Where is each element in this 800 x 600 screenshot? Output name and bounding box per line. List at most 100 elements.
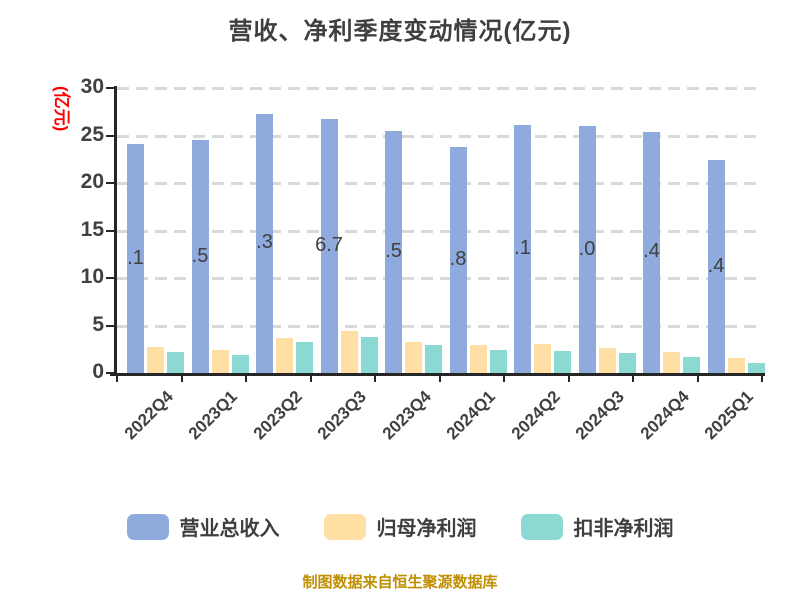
y-tick-label-0: 0: [92, 360, 104, 383]
bar-value-label-2023Q2: .3: [256, 231, 273, 254]
x-category-label-2024Q1: 2024Q1: [442, 387, 500, 444]
bar-group-2022Q4: .1: [117, 88, 184, 373]
bar-营业总收入-2023Q4: [385, 130, 402, 373]
legend-swatch-icon: [126, 513, 169, 540]
gridline-y-10: [117, 277, 762, 280]
y-axis: [114, 86, 117, 376]
bar-group-2025Q1: .4: [698, 88, 765, 373]
y-tick-label-5: 5: [92, 312, 104, 336]
bar-归母净利润-2023Q3: [340, 331, 358, 373]
y-tick-label-15: 15: [80, 217, 104, 241]
bar-value-label-2022Q4: .1: [127, 246, 144, 269]
bar-营业总收入-2023Q1: [191, 140, 209, 373]
y-axis-tick-10: [106, 277, 114, 279]
x-axis-tick-6: [503, 376, 505, 382]
x-axis-tick-3: [309, 376, 312, 382]
bar-归母净利润-2024Q3: [598, 348, 616, 373]
bar-group-2024Q1: .8: [440, 88, 507, 373]
bar-营业总收入-2024Q2: [514, 125, 531, 373]
bar-扣非净利润-2023Q1: [231, 354, 249, 373]
x-category-label-2022Q4: 2022Q4: [120, 387, 177, 444]
y-axis-tick-5: [106, 324, 114, 327]
gridline-y-20: [117, 182, 762, 185]
legend-item-营业总收入: 营业总收入: [126, 512, 280, 541]
y-tick-label-30: 30: [80, 75, 104, 98]
y-tick-label-20: 20: [80, 170, 104, 193]
bar-value-label-2023Q1: .5: [191, 244, 209, 267]
bar-group-2023Q1: .5: [182, 88, 249, 373]
legend-swatch-icon: [520, 513, 563, 540]
chart-title: 营收、净利季度变动情况(亿元): [228, 18, 572, 45]
bar-归母净利润-2024Q2: [534, 343, 551, 373]
x-axis: [110, 373, 765, 376]
gridline-y-25: [117, 134, 762, 138]
bar-扣非净利润-2022Q4: [167, 352, 184, 373]
bar-value-label-2025Q1: .4: [707, 254, 725, 277]
bar-扣非净利润-2023Q4: [425, 345, 442, 373]
y-axis-tick-25: [106, 134, 114, 137]
bar-营业总收入-2024Q3: [578, 126, 596, 373]
legend-label: 扣非净利润: [573, 518, 674, 540]
legend-item-扣非净利润: 扣非净利润: [520, 512, 674, 541]
bar-group-2023Q3: 6.7: [311, 88, 378, 373]
bar-营业总收入-2023Q2: [256, 113, 273, 373]
data-source-note: 制图数据来自恒生聚源数据库: [302, 574, 498, 591]
y-axis-tick-0: [106, 372, 114, 374]
bar-value-label-2024Q1: .8: [449, 247, 467, 270]
bar-营业总收入-2024Q1: [449, 146, 467, 373]
bar-扣非净利润-2025Q1: [747, 362, 765, 373]
y-axis-tick-15: [106, 229, 114, 232]
x-category-label-2023Q1: 2023Q1: [184, 387, 242, 444]
bar-group-2024Q2: .1: [504, 88, 571, 373]
bar-归母净利润-2024Q4: [663, 352, 680, 373]
y-tick-label-25: 25: [80, 122, 104, 146]
bar-value-label-2024Q2: .1: [514, 237, 531, 260]
bar-value-label-2023Q3: 6.7: [315, 234, 343, 257]
bar-value-label-2024Q3: .0: [578, 237, 596, 260]
x-axis-tick-0: [116, 376, 118, 382]
x-axis-tick-4: [374, 376, 376, 382]
bar-归母净利润-2023Q1: [211, 350, 229, 373]
bar-营业总收入-2025Q1: [707, 160, 725, 373]
legend-swatch-icon: [323, 513, 366, 540]
bar-扣非净利润-2024Q2: [554, 351, 571, 373]
x-axis-tick-7: [567, 376, 570, 382]
x-axis-tick-end: [761, 376, 763, 382]
bar-value-label-2024Q4: .4: [643, 240, 660, 263]
bar-group-2024Q4: .4: [633, 88, 700, 373]
x-axis-tick-8: [632, 376, 634, 382]
x-axis-tick-2: [245, 376, 247, 382]
bar-归母净利润-2024Q1: [469, 345, 487, 373]
x-axis-tick-5: [438, 376, 441, 382]
bar-扣非净利润-2024Q1: [489, 350, 507, 373]
bar-扣非净利润-2023Q3: [360, 336, 378, 373]
x-category-label-2023Q3: 2023Q3: [313, 387, 371, 444]
bar-归母净利润-2022Q4: [147, 347, 164, 373]
x-category-label-2024Q4: 2024Q4: [636, 387, 693, 444]
x-axis-tick-1: [180, 376, 183, 382]
bar-归母净利润-2025Q1: [727, 357, 745, 373]
gridline-y-15: [117, 229, 762, 233]
bar-扣非净利润-2024Q4: [683, 356, 700, 373]
legend-item-归母净利润: 归母净利润: [323, 512, 477, 541]
x-category-label-2024Q2: 2024Q2: [507, 387, 564, 444]
bar-营业总收入-2022Q4: [127, 144, 144, 373]
x-category-label-2024Q3: 2024Q3: [571, 387, 629, 444]
y-axis-tick-20: [106, 182, 114, 184]
bar-group-2024Q3: .0: [569, 88, 636, 373]
legend-label: 归母净利润: [376, 518, 477, 540]
legend-label: 营业总收入: [179, 518, 280, 540]
bar-扣非净利润-2023Q2: [296, 341, 313, 373]
bar-扣非净利润-2024Q3: [618, 353, 636, 373]
y-tick-label-10: 10: [80, 265, 104, 288]
gridline-y-5: [117, 324, 762, 328]
bar-group-2023Q4: .5: [375, 88, 442, 373]
bar-归母净利润-2023Q4: [405, 341, 422, 373]
x-category-label-2023Q4: 2023Q4: [378, 387, 435, 444]
bar-营业总收入-2024Q4: [643, 131, 660, 373]
x-category-label-2025Q1: 2025Q1: [700, 387, 758, 444]
x-axis-tick-9: [696, 376, 699, 382]
legend: 营业总收入 归母净利润 扣非净利润: [0, 512, 800, 541]
bar-营业总收入-2023Q3: [320, 119, 338, 373]
x-category-label-2023Q2: 2023Q2: [249, 387, 306, 444]
